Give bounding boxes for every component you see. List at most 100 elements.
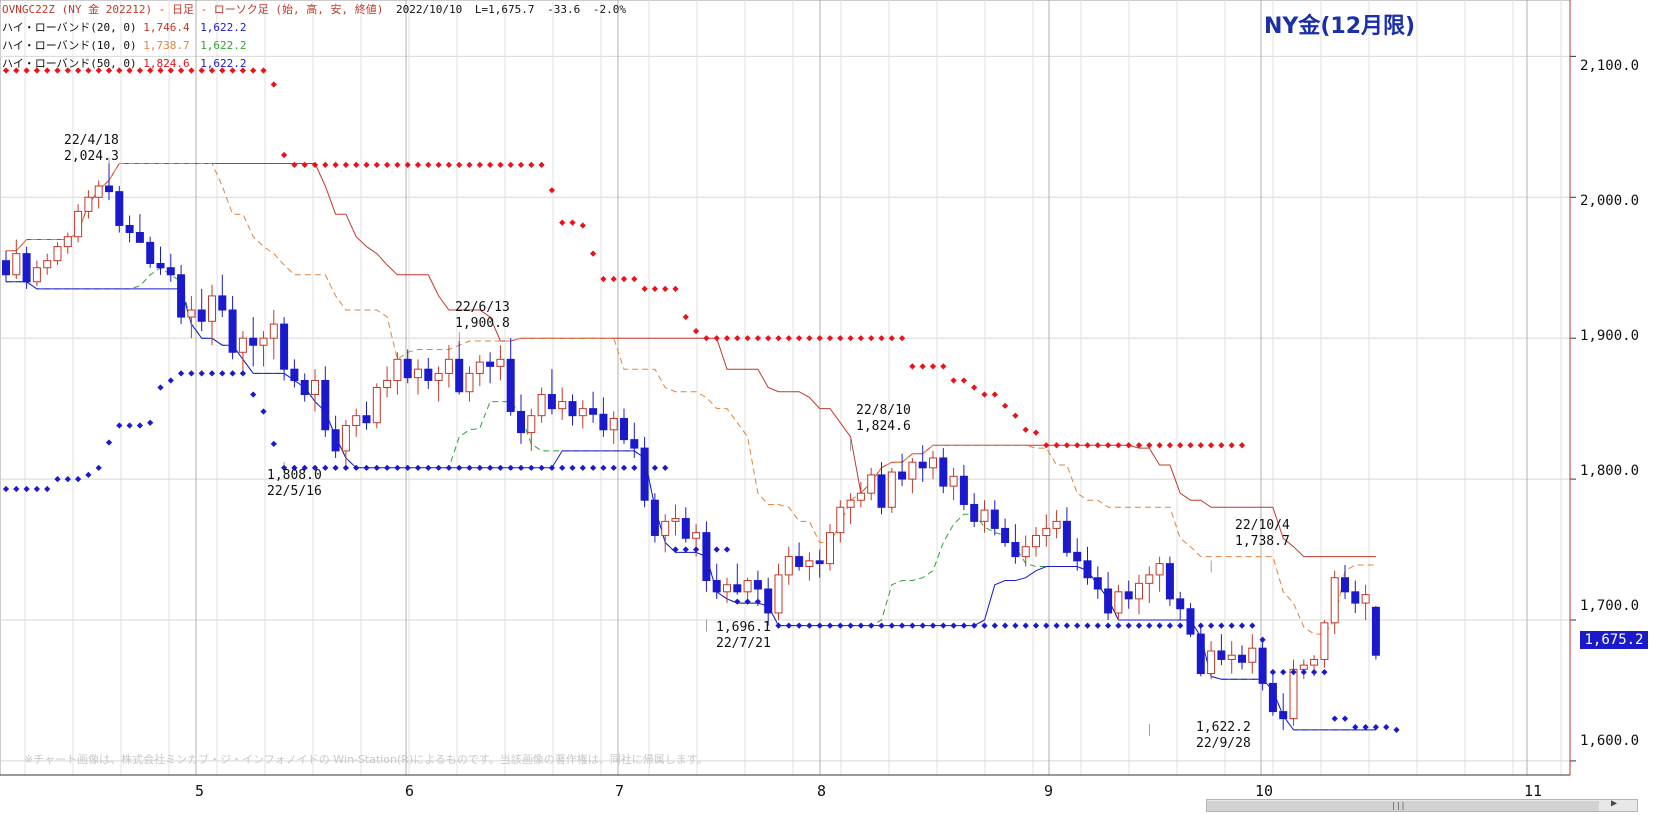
legend-band50-low: 1,622.2 [200, 57, 247, 70]
band50-low-dot [1300, 669, 1307, 676]
plot-area [0, 0, 1571, 776]
candle-body [640, 447, 649, 501]
candle-body [341, 425, 350, 452]
band50-high-dot [1135, 442, 1143, 449]
header-date: 2022/10/10 [396, 3, 463, 16]
candle-body [846, 499, 855, 508]
band50-low-dot [641, 464, 648, 471]
x-tick-label: 6 [405, 782, 415, 800]
candle-body [517, 410, 525, 434]
candle-body [1258, 647, 1267, 684]
band50-high-dot [23, 67, 30, 74]
band50-low-dot [1207, 622, 1215, 629]
y-tick-label: 1,900.0 [1580, 328, 1640, 344]
candle-body [898, 471, 907, 480]
candle-body [269, 323, 278, 339]
annotation-value: 2,024.3 [64, 149, 119, 164]
band50-high-dot [208, 67, 216, 74]
candle-body [1021, 546, 1030, 558]
candle-body [1196, 633, 1205, 675]
scroll-right-arrow-icon[interactable]: ▶ [1611, 798, 1618, 809]
candle-body [249, 337, 258, 346]
chart-header-line1: OVNGC22Z (NY 金 202212) - 日足 - ローソク足 (始, … [2, 3, 632, 17]
candle-body [1124, 591, 1133, 600]
band50-low-dot [404, 464, 411, 471]
annotation-date: 22/7/21 [716, 636, 771, 651]
candle-body [712, 580, 721, 593]
band50-low-dot [363, 464, 370, 471]
candle-body [146, 241, 155, 264]
band50-low-dot [744, 598, 751, 605]
scrollbar-thumb[interactable]: ||| [1207, 801, 1599, 811]
horizontal-scrollbar[interactable]: ||| ▶ [1206, 798, 1638, 812]
candle-body [2, 260, 10, 276]
candle-body [939, 457, 948, 487]
band50-low-dot [960, 622, 968, 629]
legend-band50-label: ハイ・ローバンド(50, 0) [2, 57, 137, 70]
band50-low-dot [857, 622, 865, 629]
candle-body [53, 246, 62, 262]
band50-high-dot [981, 391, 988, 398]
candle-body [43, 260, 52, 269]
band50-low-dot [734, 598, 741, 605]
band50-low-dot [981, 622, 988, 629]
candle-body [630, 439, 639, 449]
band50-high-dot [95, 67, 102, 74]
candle-body [568, 401, 577, 417]
band50-low-dot [620, 464, 628, 471]
band50-low-dot [1094, 622, 1101, 629]
band50-low-dot [332, 464, 339, 471]
band50-low-dot [610, 464, 617, 471]
band50-low-dot [1352, 723, 1359, 731]
band50-low-dot [589, 464, 597, 471]
band50-high-dot [1125, 442, 1132, 449]
band50-low-dot [1218, 622, 1225, 629]
candle-body [1011, 542, 1020, 558]
band50-low-dot [662, 464, 669, 471]
band50-low-dot [672, 546, 679, 553]
band50-low-dot [1362, 723, 1369, 731]
candle-body [774, 574, 783, 614]
band50-low-dot [847, 622, 854, 629]
candle-body [1320, 622, 1329, 660]
band10-high-line [6, 163, 1376, 635]
band50-low-dot [322, 464, 329, 471]
candle-body [115, 191, 124, 226]
candle-body [496, 358, 505, 367]
band50-low-dot [1135, 622, 1143, 629]
candle-body [1155, 563, 1164, 576]
candle-body [589, 408, 598, 415]
legend-band10-high: 1,738.7 [143, 39, 190, 52]
band50-low-dot [826, 622, 834, 629]
band50-low-dot [569, 464, 576, 471]
band50-low-dot [342, 464, 350, 471]
annotation-low-sep: 1,622.2 22/9/28 [1196, 720, 1251, 752]
band50-high-dot [507, 161, 514, 168]
legend-band10: ハイ・ローバンド(10, 0) 1,738.7 1,622.2 [2, 39, 253, 53]
candle-body [1083, 560, 1092, 579]
candle-body [558, 401, 567, 410]
chart-title: NY金(12月限) [1264, 14, 1416, 39]
candle-body [599, 413, 608, 431]
legend-band20-high: 1,746.4 [143, 21, 190, 34]
candle-body [743, 580, 752, 593]
band50-low-dot [373, 464, 380, 471]
annotation-high-apr: 22/4/18 2,024.3 [64, 133, 119, 165]
band50-low-dot [1341, 715, 1349, 722]
band50-low-dot [414, 464, 422, 471]
candle-body [208, 295, 216, 322]
band50-low-dot [435, 464, 442, 471]
candle-body [702, 532, 711, 582]
candle-body [1361, 594, 1370, 604]
band50-low-dot [1383, 723, 1390, 731]
band50-low-dot [1187, 622, 1194, 629]
y-tick-label: 2,000.0 [1580, 193, 1640, 209]
candle-body [74, 210, 83, 238]
band50-low-dot [651, 464, 659, 471]
band50-low-dot [353, 464, 360, 471]
grip-icon: ||| [1391, 801, 1406, 810]
candle-body [1371, 606, 1380, 656]
header-pct: -2.0% [592, 3, 627, 16]
candle-body [1001, 527, 1010, 544]
last-price-badge: 1,675.2 [1580, 631, 1648, 649]
